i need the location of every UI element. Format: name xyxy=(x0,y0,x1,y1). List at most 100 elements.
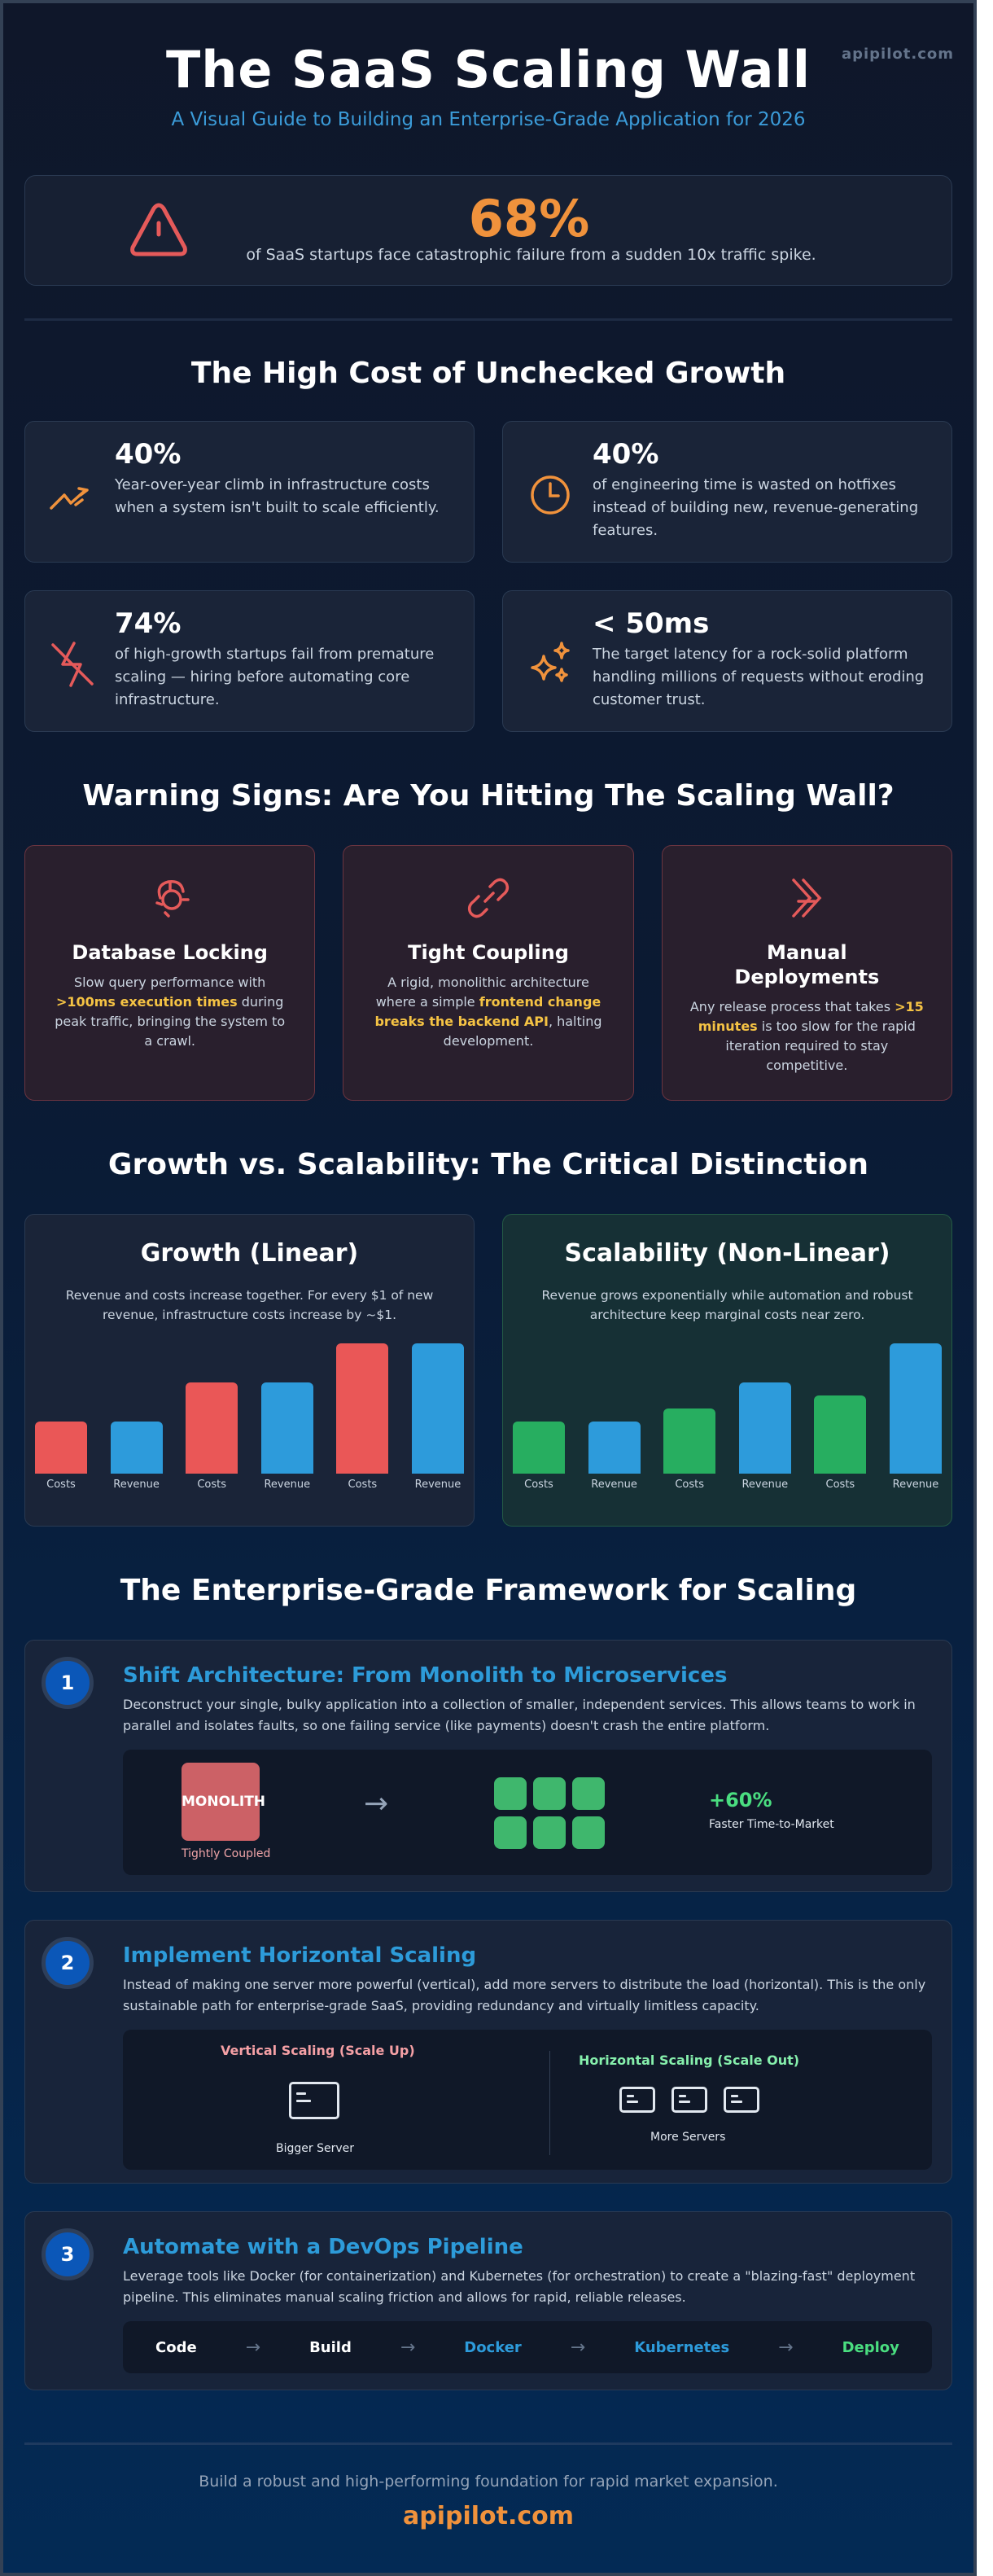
bar-label: Revenue xyxy=(113,1479,160,1491)
footer-divider xyxy=(24,2442,952,2445)
step-title: Implement Horizontal Scaling xyxy=(123,1943,477,1968)
step-text: Leverage tools like Docker (for containe… xyxy=(123,2268,916,2305)
stat-value: 40% xyxy=(115,438,182,471)
bar-label: Costs xyxy=(197,1479,227,1491)
step-number-badge: 3 xyxy=(42,2228,94,2280)
warning-title: Manual Deployments xyxy=(734,941,880,988)
microservices-grid xyxy=(494,1777,608,1849)
warning-card: Manual Deployments Any release process t… xyxy=(661,845,952,1101)
section-title-framework: The Enterprise-Grade Framework for Scali… xyxy=(120,1574,857,1607)
stat-value: 74% xyxy=(115,607,182,640)
step-number-badge: 1 xyxy=(42,1657,94,1709)
bar-costs: Costs xyxy=(513,1422,565,1491)
database-lock-icon xyxy=(155,880,190,918)
clock-icon xyxy=(531,475,570,515)
warning-text: Any release process that takes >15 minut… xyxy=(689,999,924,1073)
footer-brand: apipilot.com xyxy=(402,2502,575,2530)
gain-label: Faster Time-to-Market xyxy=(709,1818,834,1831)
server-icon xyxy=(619,2087,655,2113)
arrow-right-icon: → xyxy=(400,2337,416,2358)
pipeline-step-build: Build xyxy=(309,2338,352,2356)
scalability-chart-card: Scalability (Non-Linear) Revenue grows e… xyxy=(502,1214,952,1527)
bar-costs: Costs xyxy=(814,1395,867,1491)
horizontal-scaling-title: Horizontal Scaling (Scale Out) xyxy=(579,2052,800,2068)
comparison-cards: Growth (Linear) Revenue and costs increa… xyxy=(24,1214,952,1527)
stats-grid: 40% Year-over-year climb in infrastructu… xyxy=(24,421,952,732)
bar-label: Costs xyxy=(348,1479,378,1491)
divider xyxy=(549,2051,550,2155)
pipeline-step-code: Code xyxy=(155,2338,197,2356)
scalability-text: Revenue grows exponentially while automa… xyxy=(541,1288,913,1322)
stat-card: < 50ms The target latency for a rock-sol… xyxy=(502,590,952,732)
bar-costs: Costs xyxy=(35,1422,87,1491)
step-title: Shift Architecture: From Monolith to Mic… xyxy=(123,1663,728,1688)
framework-step-1: 1 Shift Architecture: From Monolith to M… xyxy=(24,1640,952,1892)
bar-label: Revenue xyxy=(741,1479,789,1491)
step-number-badge: 2 xyxy=(42,1937,94,1989)
section-title-cost: The High Cost of Unchecked Growth xyxy=(190,357,786,390)
bar-label: Costs xyxy=(825,1479,855,1491)
pipeline-step-kubernetes: Kubernetes xyxy=(634,2338,730,2356)
warning-card: Database Locking Slow query performance … xyxy=(24,845,316,1101)
step-text: Deconstruct your single, bulky applicati… xyxy=(123,1697,916,1733)
growth-text: Revenue and costs increase together. For… xyxy=(65,1288,434,1322)
brand-watermark: apipilot.com xyxy=(841,46,954,63)
stat-value: 40% xyxy=(593,438,659,471)
scaling-comparison-diagram: Vertical Scaling (Scale Up) Bigger Serve… xyxy=(123,2030,932,2170)
bar-label: Revenue xyxy=(591,1479,637,1491)
growth-bar-chart: Costs Revenue Costs Revenue Costs Revenue xyxy=(35,1335,464,1491)
vertical-scaling-title: Vertical Scaling (Scale Up) xyxy=(221,2043,415,2058)
growth-chart-card: Growth (Linear) Revenue and costs increa… xyxy=(24,1214,475,1527)
monolith-caption: Tightly Coupled xyxy=(182,1847,271,1860)
stat-text: of engineering time is wasted on hotfixe… xyxy=(593,476,919,539)
horizontal-caption: More Servers xyxy=(650,2131,726,2144)
step-text: Instead of making one server more powerf… xyxy=(123,1977,926,2013)
arrow-right-icon: → xyxy=(570,2337,586,2358)
framework-step-2: 2 Implement Horizontal Scaling Instead o… xyxy=(24,1920,952,2184)
section-title-warning: Warning Signs: Are You Hitting The Scali… xyxy=(82,779,895,813)
stat-card: 40% of engineering time is wasted on hot… xyxy=(502,421,952,563)
warning-title: Tight Coupling xyxy=(408,941,569,964)
scalability-bar-chart: Costs Revenue Costs Revenue Costs Revenue xyxy=(513,1335,942,1491)
growth-title: Growth (Linear) xyxy=(140,1239,359,1268)
bar-revenue: Revenue xyxy=(110,1422,163,1491)
framework-step-3: 3 Automate with a DevOps Pipeline Levera… xyxy=(24,2211,952,2390)
monolith-block: MONOLITH xyxy=(182,1763,265,1841)
bar-costs: Costs xyxy=(186,1382,238,1491)
bar-revenue: Revenue xyxy=(411,1343,464,1491)
monolith-to-microservices-diagram: MONOLITH Tightly Coupled → +60% Faster T… xyxy=(123,1750,932,1875)
page-subtitle: A Visual Guide to Building an Enterprise… xyxy=(171,109,806,130)
arrow-right-icon: → xyxy=(778,2337,794,2358)
warning-triangle-icon xyxy=(130,203,187,256)
zap-off-icon xyxy=(51,642,94,687)
step-title: Automate with a DevOps Pipeline xyxy=(123,2235,523,2259)
arrow-right-icon: → xyxy=(364,1787,389,1820)
bar-revenue: Revenue xyxy=(260,1382,313,1491)
sparkles-icon xyxy=(531,642,570,682)
stat-text: of high-growth startups fail from premat… xyxy=(115,646,435,708)
warning-title: Database Locking xyxy=(72,941,268,964)
hero-description: of SaaS startups face catastrophic failu… xyxy=(246,246,816,264)
arrow-right-icon: → xyxy=(245,2337,261,2358)
scalability-title: Scalability (Non-Linear) xyxy=(564,1239,890,1268)
stat-text: Year-over-year climb in infrastructure c… xyxy=(115,476,440,516)
footer-tagline: Build a robust and high-performing found… xyxy=(199,2473,778,2491)
pipeline-step-docker: Docker xyxy=(464,2338,522,2356)
server-icon xyxy=(289,2082,339,2119)
warning-cards: Database Locking Slow query performance … xyxy=(24,845,952,1101)
stat-card: 40% Year-over-year climb in infrastructu… xyxy=(24,421,475,563)
stat-text: The target latency for a rock-solid plat… xyxy=(593,646,925,708)
section-title-compare: Growth vs. Scalability: The Critical Dis… xyxy=(107,1148,869,1181)
pipeline-step-deploy: Deploy xyxy=(842,2338,899,2356)
bar-label: Revenue xyxy=(892,1479,939,1491)
devops-pipeline: Code → Build → Docker → Kubernetes → Dep… xyxy=(123,2321,932,2373)
bar-costs: Costs xyxy=(663,1408,716,1491)
server-icon xyxy=(724,2087,759,2113)
fast-forward-off-icon xyxy=(792,878,822,918)
warning-text: A rigid, monolithic architecture where a… xyxy=(374,975,602,1049)
bar-revenue: Revenue xyxy=(588,1422,641,1491)
warning-card: Tight Coupling A rigid, monolithic archi… xyxy=(343,845,634,1101)
bar-label: Revenue xyxy=(264,1479,311,1491)
vertical-caption: Bigger Server xyxy=(276,2142,354,2155)
server-icon xyxy=(671,2087,707,2113)
